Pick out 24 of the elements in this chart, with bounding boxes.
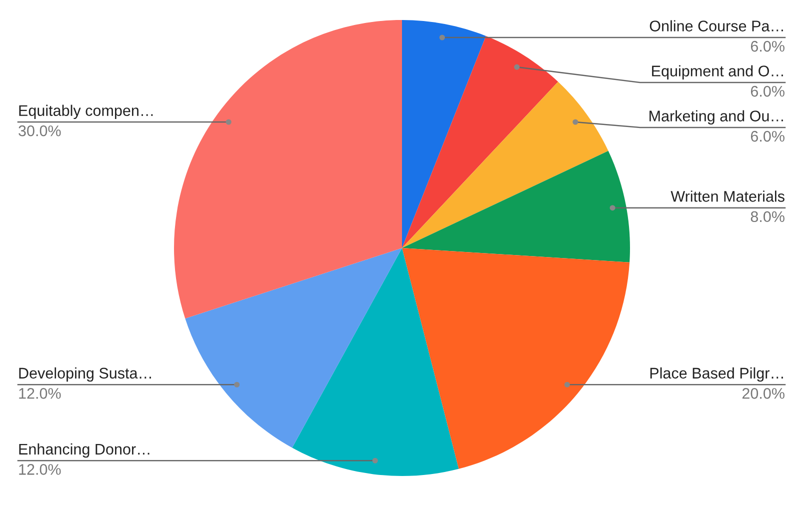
slice-label: Online Course Pa… [650, 20, 783, 32]
pie-slice [402, 150, 630, 262]
pie-slice [402, 248, 630, 469]
pie-slice [174, 20, 402, 318]
pie-slice [185, 248, 402, 448]
data-label: 30.0% [18, 125, 61, 136]
data-label: 8.0% [750, 211, 784, 222]
slice-label: Equitably compen… [19, 104, 153, 120]
slice-label: Developing Susta… [19, 367, 151, 382]
data-label: 6.0% [750, 130, 784, 142]
slice-label: Enhancing Donor… [19, 443, 150, 458]
data-label: 12.0% [19, 388, 61, 399]
pie-slice [402, 20, 486, 248]
pie-slice [402, 36, 558, 248]
data-label: 20.0% [742, 388, 784, 399]
data-label: 6.0% [750, 40, 784, 52]
pie-slice [292, 248, 459, 476]
slice-label: Marketing and Ou… [650, 110, 783, 124]
pie-slice [402, 82, 608, 248]
slice-label: Equipment and O… [652, 65, 783, 80]
slice-label: Written Materials [670, 190, 784, 202]
slice-label: Place Based Pilgr… [650, 367, 783, 382]
data-label: 12.0% [19, 464, 61, 475]
data-label: 6.0% [750, 86, 784, 97]
